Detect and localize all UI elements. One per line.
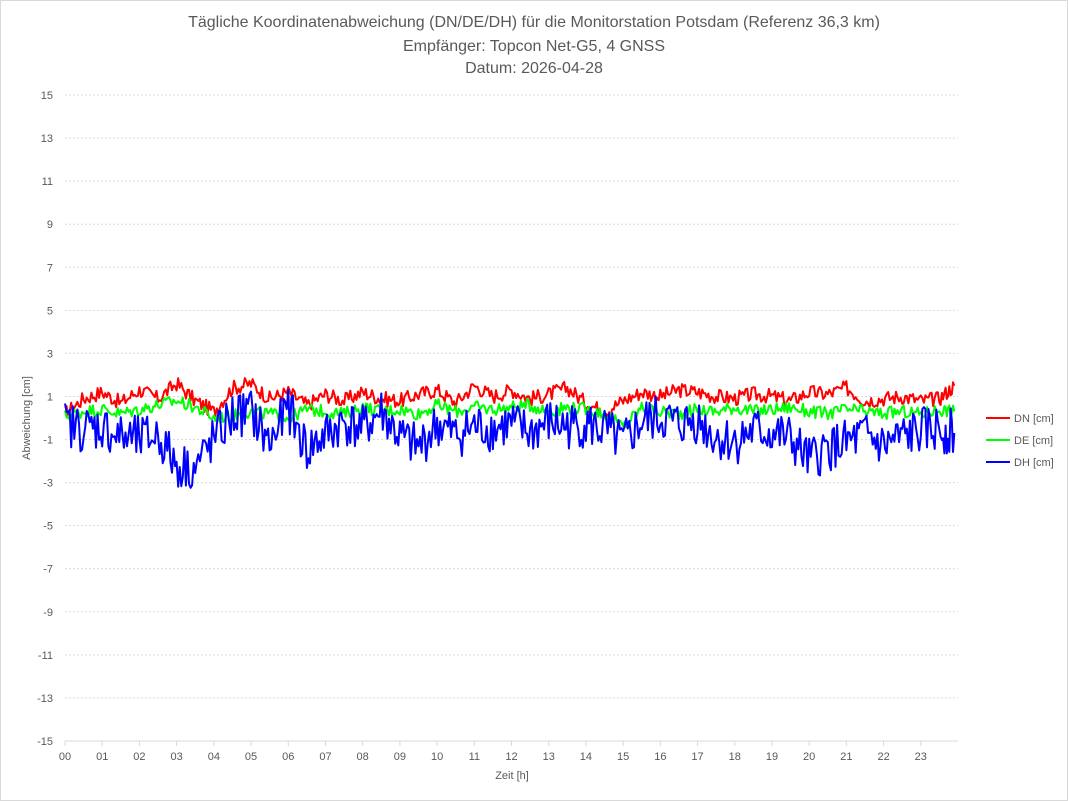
x-tick-label: 15: [617, 751, 629, 763]
x-tick-label: 02: [133, 751, 145, 763]
x-tick-label: 11: [469, 751, 480, 763]
x-tick-labels: 00 01 02 03 04 05 06 07 08 09 10 11 12 13 14 15 16 17 18 19…: [59, 740, 958, 763]
x-tick-label: 12: [505, 751, 517, 763]
y-tick-label: -11: [38, 650, 53, 662]
x-tick-label: 19: [766, 751, 778, 763]
series-lines: [64, 377, 956, 489]
y-tick-label: 3: [47, 348, 53, 360]
series-line-dn: [64, 377, 956, 419]
y-tick-labels: 15 13 11 9 7 5 3 1 -1 -3 -5 -7 -9 -11 -13 -15: [37, 90, 53, 748]
x-tick-label: 17: [691, 751, 703, 763]
legend: DN [cm] DE [cm] DH [cm]: [986, 413, 1054, 469]
x-tick-label: 06: [282, 751, 294, 763]
x-tick-label: 10: [431, 751, 443, 763]
chart-subtitle: Empfänger: Topcon Net-G5, 4 GNSS: [402, 38, 666, 55]
x-tick-label: 03: [171, 751, 183, 763]
y-tick-label: 7: [47, 262, 53, 274]
y-tick-label: -9: [43, 607, 53, 619]
x-tick-label: 14: [580, 751, 592, 763]
x-tick-label: 20: [803, 751, 815, 763]
series-line-dh: [64, 388, 956, 489]
x-axis-label: Zeit [h]: [495, 770, 529, 782]
legend-entry: DH [cm]: [1014, 457, 1054, 469]
x-tick-label: 21: [840, 751, 852, 763]
y-tick-label: -1: [43, 435, 53, 447]
x-tick-label: 16: [654, 751, 666, 763]
chart-date: Datum: 2026-04-28: [465, 60, 603, 77]
x-tick-label: 05: [245, 751, 257, 763]
x-tick-label: 04: [208, 751, 220, 763]
x-tick-label: 01: [96, 751, 108, 763]
legend-entry: DE [cm]: [1014, 435, 1053, 447]
x-tick-label: 22: [877, 751, 889, 763]
y-tick-label: 13: [41, 133, 53, 145]
legend-entry: DN [cm]: [1014, 413, 1054, 425]
x-tick-label: 09: [394, 751, 406, 763]
y-tick-label: 11: [42, 176, 53, 188]
y-tick-label: 15: [41, 90, 53, 102]
y-tick-label: -5: [43, 521, 53, 533]
x-tick-label: 07: [319, 751, 331, 763]
x-tick-label: 00: [59, 751, 71, 763]
x-tick-label: 23: [915, 751, 927, 763]
y-axis-label: Abweichung [cm]: [21, 376, 33, 460]
y-tick-label: 9: [47, 219, 53, 231]
x-tick-label: 13: [543, 751, 555, 763]
y-tick-label: 5: [47, 305, 53, 317]
x-tick-label: 18: [729, 751, 741, 763]
series-line-de: [64, 396, 956, 429]
y-tick-label: -7: [43, 564, 53, 576]
y-tick-label: -13: [37, 693, 53, 705]
y-tick-label: -15: [37, 736, 53, 748]
y-tick-label: -3: [43, 478, 53, 490]
x-tick-label: 08: [357, 751, 369, 763]
chart-title: Tägliche Koordinatenabweichung (DN/DE/DH…: [188, 14, 880, 31]
y-tick-label: 1: [47, 391, 53, 403]
